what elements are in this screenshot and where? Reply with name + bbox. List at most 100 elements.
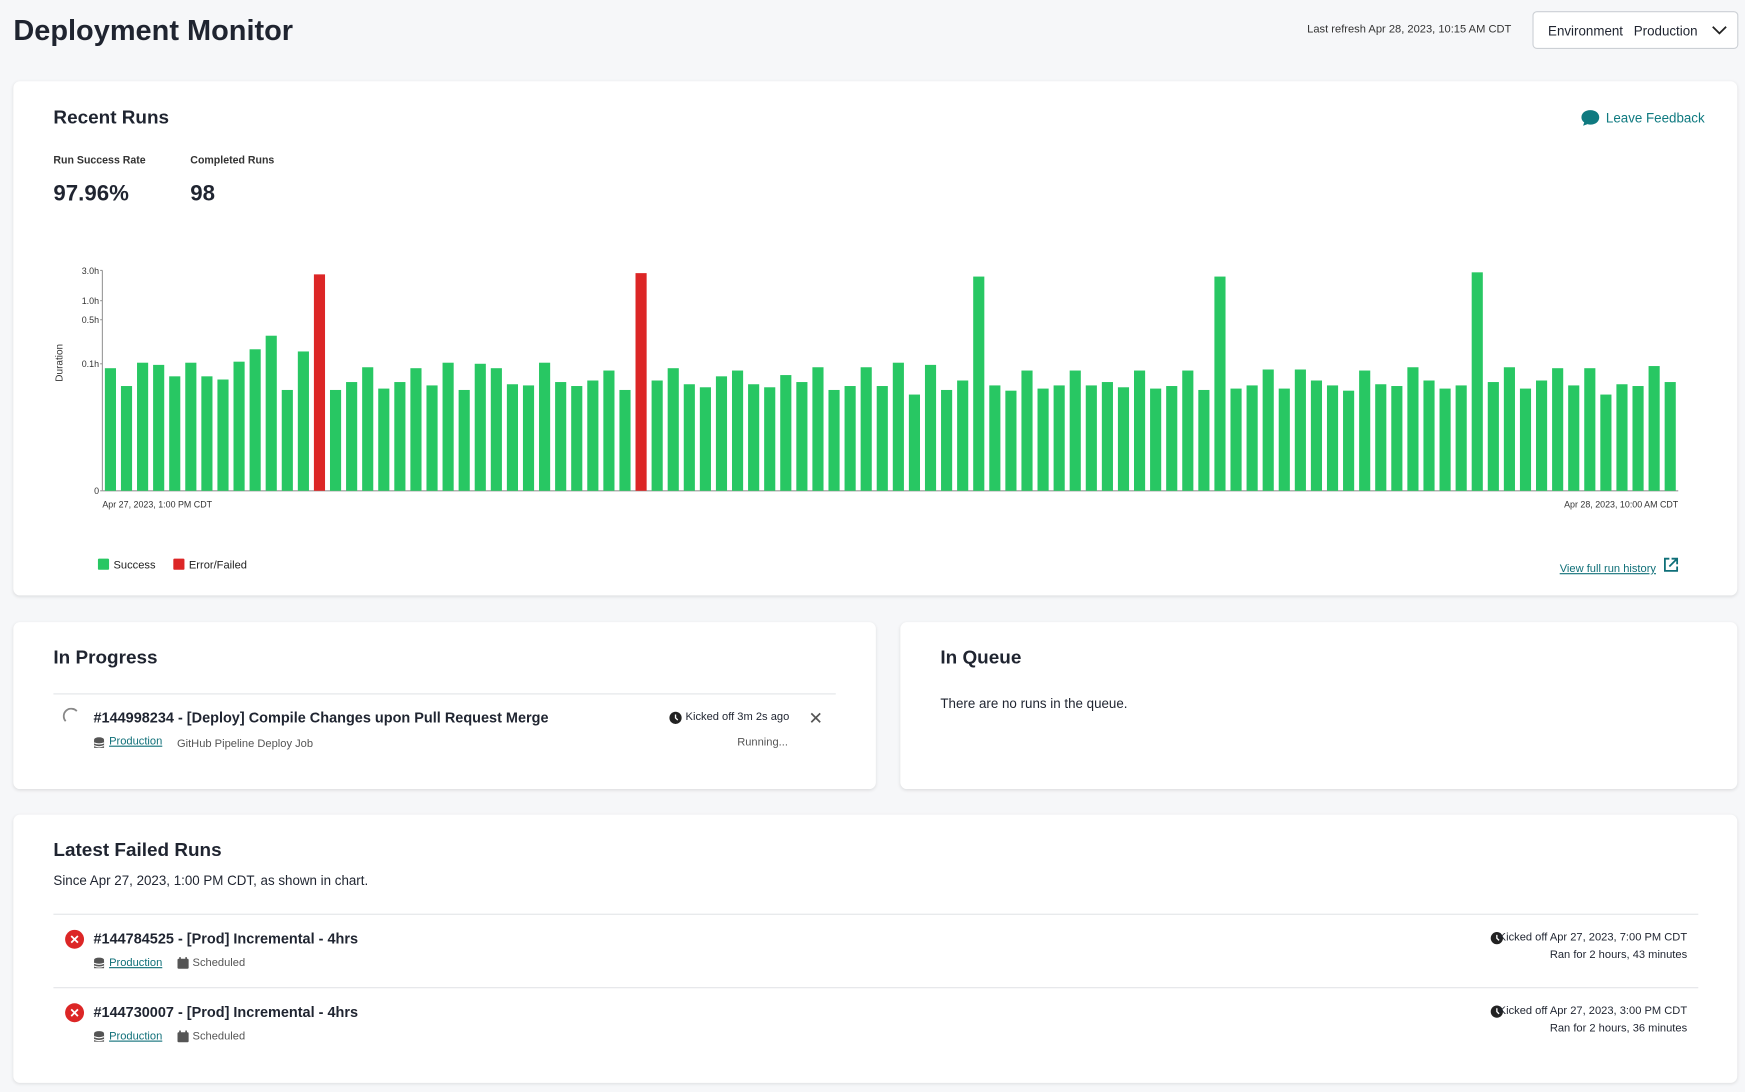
bar (394, 382, 406, 491)
bar (104, 368, 116, 491)
bar (844, 386, 856, 491)
bar (346, 382, 358, 491)
bar (1536, 380, 1548, 491)
bar (474, 363, 486, 491)
legend-swatch (97, 558, 110, 570)
y-tick-label: 1.0h (82, 296, 99, 306)
bar (1391, 386, 1403, 491)
bar (635, 273, 647, 491)
environment-value: Production (1633, 23, 1698, 39)
environment-link[interactable]: Production (109, 735, 163, 748)
bar (1600, 394, 1612, 491)
run-title: #144998234 - [Deploy] Compile Changes up… (93, 708, 549, 726)
bar (1294, 369, 1306, 491)
in-queue-card (900, 622, 1738, 790)
bar (1584, 368, 1596, 491)
bar (1246, 385, 1258, 491)
environment-select[interactable]: Environment Production (1532, 11, 1739, 49)
section-title: In Progress (53, 646, 158, 668)
y-tick-label: 3.0h (82, 266, 99, 276)
bar (667, 368, 679, 491)
bar (490, 368, 502, 491)
bar (169, 376, 181, 491)
run-title: #144730007 - [Prod] Incremental - 4hrs (93, 1003, 359, 1021)
trigger: Scheduled (192, 957, 246, 970)
bar (233, 361, 245, 491)
bar (715, 376, 728, 491)
database-icon (93, 737, 105, 748)
bar (249, 349, 261, 491)
chat-icon (1581, 110, 1600, 126)
run-status: Running... (737, 736, 788, 749)
bar (1487, 382, 1499, 491)
bar (892, 362, 904, 491)
stat-value: 98 (190, 181, 216, 206)
bar (1343, 390, 1355, 491)
bar (1568, 385, 1580, 491)
divider (53, 987, 1699, 989)
bar (313, 274, 326, 491)
calendar-icon (177, 957, 189, 969)
database-icon (93, 957, 105, 969)
stat-label: Completed Runs (190, 154, 275, 167)
bar (908, 394, 921, 491)
history-link-text[interactable]: View full run history (1559, 563, 1656, 576)
environment-label: Environment (1548, 23, 1624, 39)
section-subtitle: Since Apr 27, 2023, 1:00 PM CDT, as show… (53, 872, 369, 889)
bar (1214, 276, 1226, 491)
divider (53, 693, 836, 695)
bar (812, 367, 824, 491)
bar (137, 362, 149, 491)
bar (1150, 388, 1162, 491)
cancel-button[interactable] (810, 712, 821, 723)
bar (1310, 380, 1323, 491)
y-tick-label: 0.5h (82, 315, 99, 325)
feedback-text: Leave Feedback (1605, 110, 1705, 126)
history-link[interactable]: View full run history (1560, 559, 1656, 577)
in-progress-card (13, 622, 876, 790)
stat-label: Run Success Rate (53, 154, 146, 167)
bar (1166, 386, 1178, 491)
bar (1085, 385, 1097, 491)
spinner-icon (62, 707, 78, 722)
bar (1117, 387, 1130, 491)
bar (780, 375, 792, 491)
bar (1101, 382, 1113, 491)
environment-link[interactable]: Production (109, 1030, 163, 1043)
bar (796, 382, 808, 491)
bar (1262, 369, 1274, 491)
environment-link[interactable]: Production (109, 957, 163, 970)
y-axis-label: Duration (54, 344, 65, 382)
y-tick-label: 0.1h (82, 359, 99, 369)
bar (603, 370, 615, 491)
bar (1407, 367, 1419, 491)
bar (120, 386, 133, 491)
error-icon (65, 929, 85, 949)
x-tick-label: Apr 27, 2023, 1:00 PM CDT (102, 499, 212, 509)
bar (281, 389, 293, 491)
bar (876, 386, 888, 491)
run-duration: Ran for 2 hours, 43 minutes (1549, 949, 1688, 962)
bar (1198, 389, 1210, 491)
bar (458, 389, 470, 491)
kicked-off: Kicked off 3m 2s ago (685, 711, 790, 724)
bar (587, 380, 599, 491)
bar (1552, 368, 1564, 491)
bar (619, 389, 631, 491)
database-icon (93, 1031, 105, 1042)
trigger: Scheduled (192, 1030, 246, 1043)
bar (748, 384, 760, 491)
bar (522, 385, 535, 491)
bar (957, 380, 969, 491)
clock-icon (1490, 932, 1503, 945)
bar (1021, 370, 1033, 491)
x-tick-label: Apr 28, 2023, 10:00 AM CDT (1564, 499, 1679, 509)
legend-swatch (173, 558, 185, 570)
bar (185, 362, 197, 491)
job-type: GitHub Pipeline Deploy Job (176, 737, 314, 751)
run-title: #144784525 - [Prod] Incremental - 4hrs (93, 930, 359, 948)
bar (860, 367, 872, 491)
bar (1664, 382, 1676, 491)
bar (153, 364, 165, 491)
